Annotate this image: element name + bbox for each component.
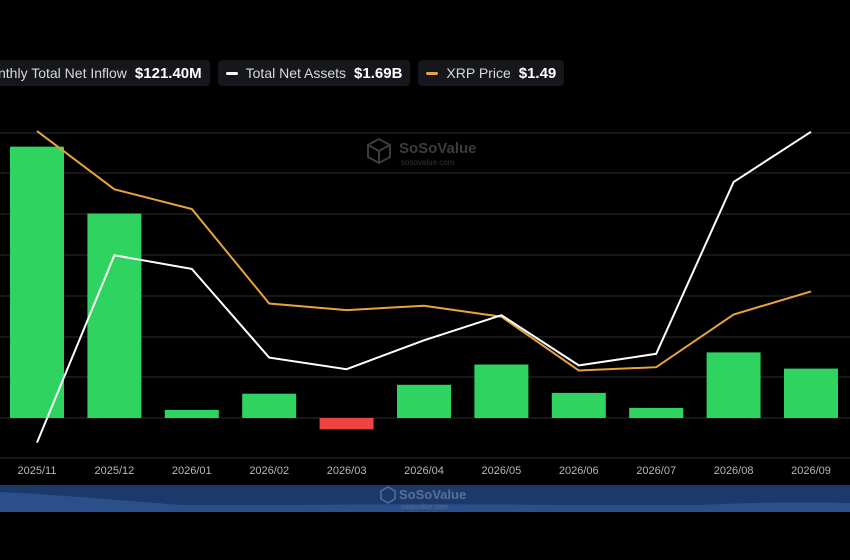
x-tick-label: 2026/02 bbox=[249, 465, 289, 477]
navigator-watermark-icon bbox=[380, 486, 396, 504]
legend-inflow-value: $121.40M bbox=[134, 64, 202, 82]
legend-assets-value: $1.69B bbox=[354, 64, 403, 82]
x-axis-ticks: 2025/11 2025/12 2026/01 2026/02 2026/03 2026/… bbox=[18, 465, 831, 477]
x-tick-label: 2026/09 bbox=[791, 465, 831, 477]
watermark-logo-icon bbox=[367, 137, 391, 165]
x-tick-label: 2026/05 bbox=[482, 465, 522, 477]
watermark-url: sosovalue.com bbox=[401, 158, 455, 167]
navigator-watermark-url: sosovalue.com bbox=[401, 504, 448, 511]
x-tick-label: 2026/03 bbox=[327, 465, 367, 477]
x-tick-label: 2026/07 bbox=[636, 465, 676, 477]
price-line-swatch bbox=[426, 71, 439, 75]
x-tick-label: 2026/04 bbox=[404, 465, 444, 477]
watermark-brand: SoSoValue bbox=[399, 140, 477, 157]
x-tick-label: 2026/08 bbox=[714, 465, 754, 477]
navigator-area bbox=[0, 492, 850, 512]
legend-price-label: XRP Price bbox=[446, 65, 511, 81]
inflow-bar-2026-06[interactable] bbox=[551, 392, 606, 418]
legend-item-price[interactable]: XRP Price $1.49 bbox=[418, 60, 565, 86]
watermark: SoSoValue sosovalue.com bbox=[367, 137, 477, 167]
legend: nthly Total Net Inflow $121.40M Total Ne… bbox=[0, 60, 565, 86]
inflow-bar-2026-01[interactable] bbox=[164, 409, 219, 418]
inflow-bar-2026-03[interactable] bbox=[319, 418, 374, 430]
x-tick-label: 2026/06 bbox=[559, 465, 599, 477]
price-series-line bbox=[36, 130, 812, 372]
inflow-bar-2026-05[interactable] bbox=[474, 364, 529, 418]
x-tick-label: 2025/12 bbox=[95, 465, 135, 477]
inflow-bar-2026-04[interactable] bbox=[397, 384, 451, 418]
navigator-watermark-brand: SoSoValue bbox=[399, 487, 466, 502]
legend-item-inflow[interactable]: nthly Total Net Inflow $121.40M bbox=[0, 60, 210, 86]
inflow-bar-2026-09[interactable] bbox=[784, 368, 838, 418]
inflow-bar-2026-07[interactable] bbox=[629, 407, 684, 418]
x-tick-label: 2026/01 bbox=[172, 465, 212, 477]
inflow-bar-2026-08[interactable] bbox=[706, 352, 761, 418]
x-tick-label: 2025/11 bbox=[18, 465, 57, 477]
legend-price-value: $1.49 bbox=[518, 64, 557, 82]
inflow-bar-2025-11[interactable] bbox=[10, 146, 64, 418]
range-navigator[interactable]: SoSoValue sosovalue.com bbox=[0, 485, 850, 512]
legend-inflow-label: nthly Total Net Inflow bbox=[0, 65, 127, 81]
assets-series-line bbox=[36, 130, 812, 443]
inflow-bar-2025-12[interactable] bbox=[87, 213, 142, 418]
legend-item-assets[interactable]: Total Net Assets $1.69B bbox=[217, 60, 411, 86]
inflow-bars bbox=[10, 146, 838, 430]
assets-line-swatch bbox=[225, 71, 238, 75]
legend-assets-label: Total Net Assets bbox=[245, 65, 347, 81]
inflow-bar-2026-02[interactable] bbox=[242, 393, 297, 418]
